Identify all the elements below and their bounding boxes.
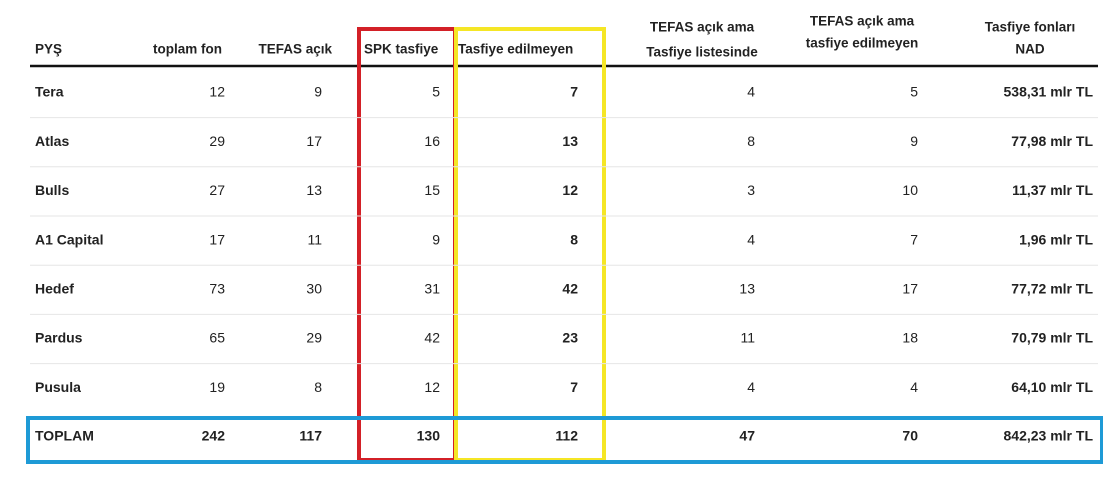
header-cell: SPK tasfiye <box>364 42 439 57</box>
cell: 7 <box>570 379 578 395</box>
cell: 16 <box>424 133 440 149</box>
total-cell: 242 <box>202 428 226 444</box>
total-cell: 70 <box>902 428 918 444</box>
cell: 31 <box>424 281 440 297</box>
cell: 9 <box>432 231 440 247</box>
cell: 13 <box>739 281 755 297</box>
cell: 4 <box>747 379 755 395</box>
row-label: Pardus <box>35 330 83 346</box>
cell: 3 <box>747 182 755 198</box>
blue-highlight <box>26 416 1103 464</box>
cell: 8 <box>570 231 578 247</box>
cell: 1,96 mlr TL <box>1019 231 1093 247</box>
row-label: Bulls <box>35 182 69 198</box>
cell: 10 <box>902 182 918 198</box>
cell: 5 <box>910 84 918 100</box>
cell: 30 <box>306 281 322 297</box>
cell: 42 <box>562 281 578 297</box>
header-cell: NAD <box>1015 42 1044 57</box>
cell: 18 <box>902 330 918 346</box>
header-cell: toplam fon <box>153 42 222 57</box>
cell: 70,79 mlr TL <box>1011 330 1093 346</box>
cell: 29 <box>209 133 225 149</box>
row-label: Pusula <box>35 379 81 395</box>
cell: 65 <box>209 330 225 346</box>
cell: 9 <box>314 84 322 100</box>
cell: 12 <box>562 182 578 198</box>
cell: 42 <box>424 330 440 346</box>
cell: 7 <box>570 84 578 100</box>
red-highlight <box>357 27 457 462</box>
header-cell: Tasfiye fonları <box>985 20 1076 35</box>
cell: 19 <box>209 379 225 395</box>
cell: 11 <box>740 330 755 346</box>
cell: 9 <box>910 133 918 149</box>
header-cell: TEFAS açık ama <box>810 14 915 29</box>
header-cell: PYŞ <box>35 42 62 57</box>
cell: 29 <box>306 330 322 346</box>
row-label: Atlas <box>35 133 69 149</box>
cell: 538,31 mlr TL <box>1004 84 1094 100</box>
cell: 17 <box>306 133 322 149</box>
cell: 17 <box>902 281 918 297</box>
cell: 4 <box>747 84 755 100</box>
cell: 5 <box>432 84 440 100</box>
cell: 4 <box>747 231 755 247</box>
cell: 13 <box>562 133 578 149</box>
cell: 17 <box>209 231 225 247</box>
cell: 73 <box>209 281 225 297</box>
header-cell: tasfiye edilmeyen <box>806 36 919 51</box>
total-cell: 112 <box>555 428 578 444</box>
cell: 12 <box>424 379 440 395</box>
cell: 8 <box>314 379 322 395</box>
cell: 27 <box>209 182 225 198</box>
cell: 11,37 mlr TL <box>1012 182 1093 198</box>
total-cell: 47 <box>739 428 755 444</box>
cell: 77,98 mlr TL <box>1011 133 1093 149</box>
cell: 23 <box>562 330 578 346</box>
row-label: Hedef <box>35 281 74 297</box>
cell: 77,72 mlr TL <box>1011 281 1093 297</box>
yellow-highlight <box>454 27 606 462</box>
cell: 13 <box>306 182 322 198</box>
cell: 8 <box>747 133 755 149</box>
cell: 4 <box>910 379 918 395</box>
header-cell: TEFAS açık ama <box>650 20 755 35</box>
total-cell: 117 <box>299 428 322 444</box>
total-cell: 130 <box>417 428 441 444</box>
cell: 7 <box>910 231 918 247</box>
header-cell: Tasfiye listesinde <box>646 45 758 60</box>
cell: 64,10 mlr TL <box>1011 379 1093 395</box>
cell: 12 <box>209 84 225 100</box>
row-label: Tera <box>35 84 64 100</box>
header-cell: Tasfiye edilmeyen <box>458 42 573 57</box>
header-cell: TEFAS açık <box>258 42 332 57</box>
total-cell: 842,23 mlr TL <box>1004 428 1094 444</box>
cell: 15 <box>424 182 440 198</box>
total-label: TOPLAM <box>35 428 94 444</box>
cell: 11 <box>307 231 322 247</box>
row-label: A1 Capital <box>35 231 103 247</box>
